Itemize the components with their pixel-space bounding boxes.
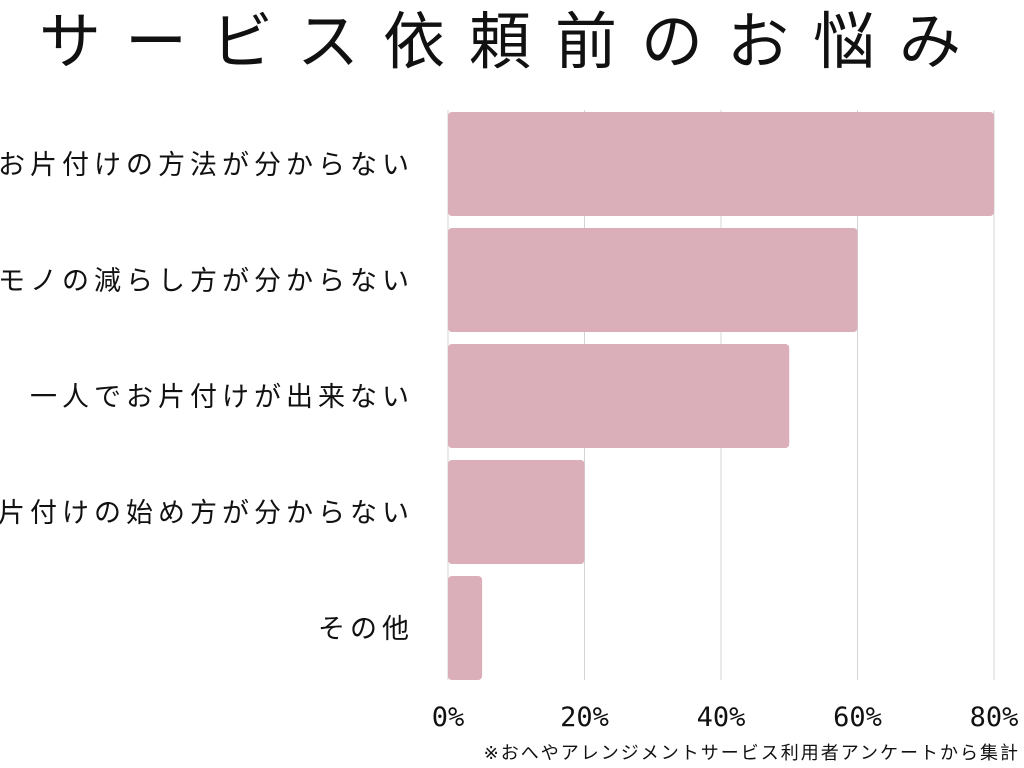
x-tick-label: 20%	[560, 702, 609, 733]
x-tick-label: 80%	[970, 702, 1019, 733]
bars	[448, 112, 994, 680]
x-tick-label: 0%	[432, 702, 465, 733]
footnote: ※おへやアレンジメントサービス利用者アンケートから集計	[483, 743, 1020, 764]
x-tick-label: 60%	[833, 702, 882, 733]
category-label: 一人でお片付けが出来ない	[30, 382, 414, 413]
bar	[448, 228, 858, 332]
bar	[448, 576, 483, 680]
x-tick-label: 40%	[697, 702, 746, 733]
category-label: その他	[318, 614, 414, 645]
category-label: 片付けの始め方が分からない	[0, 498, 414, 529]
category-label: モノの減らし方が分からない	[0, 266, 414, 297]
bar	[448, 460, 585, 564]
bar	[448, 112, 994, 216]
x-tick-labels: 0% 20% 40% 60% 80%	[432, 702, 1019, 733]
chart-title: サービス依頼前のお悩み	[38, 5, 985, 78]
category-label: お片付けの方法が分からない	[0, 150, 414, 181]
category-labels: お片付けの方法が分からないモノの減らし方が分からない一人でお片付けが出来ない片付…	[0, 150, 414, 645]
bar	[448, 344, 790, 448]
